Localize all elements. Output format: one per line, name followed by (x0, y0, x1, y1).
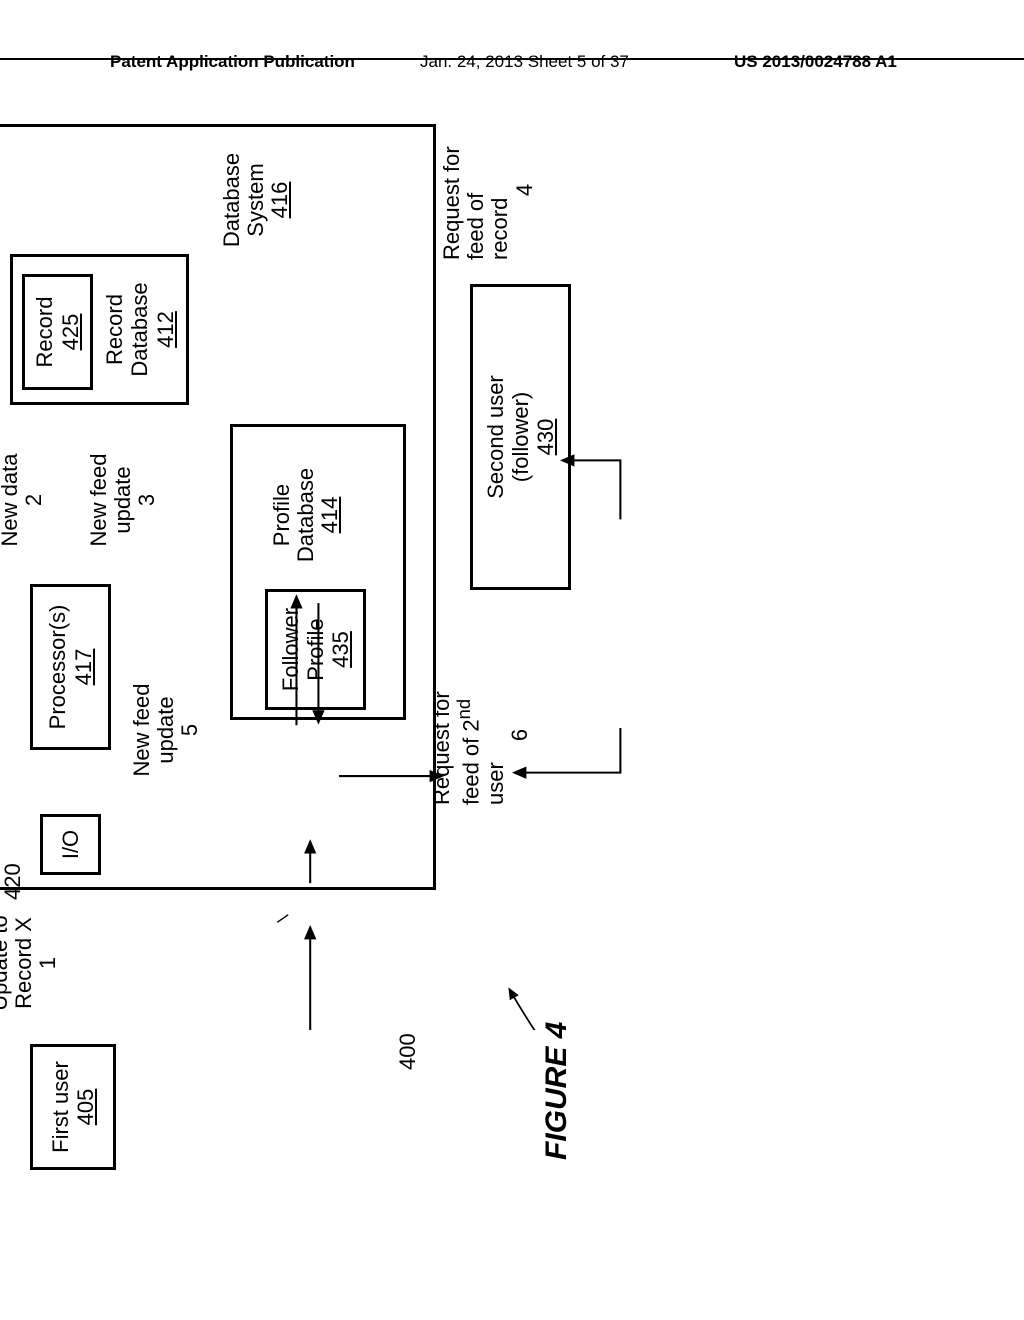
arrows-svg (0, 330, 1000, 1030)
first-user-label: First user (48, 1061, 73, 1153)
figure-label: FIGURE 4 (540, 1022, 574, 1160)
header-right: US 2013/0024788 A1 (734, 52, 897, 72)
page-header: Patent Application Publication Jan. 24, … (0, 52, 1024, 60)
header-left: Patent Application Publication (110, 52, 355, 72)
db-system-text: Database System (219, 153, 268, 247)
req-feed-record-label: Request for feed of record 4 (440, 120, 537, 260)
diagram: Database System 416 First user 405 I/O P… (0, 330, 1000, 1030)
database-system-label: Database System 416 (220, 140, 293, 260)
db-system-ref: 416 (267, 182, 292, 219)
first-user-box: First user 405 (30, 1044, 116, 1170)
first-user-ref: 405 (73, 1089, 98, 1126)
header-center: Jan. 24, 2013 Sheet 5 of 37 (420, 52, 629, 72)
ref-400: 400 (395, 1033, 421, 1070)
